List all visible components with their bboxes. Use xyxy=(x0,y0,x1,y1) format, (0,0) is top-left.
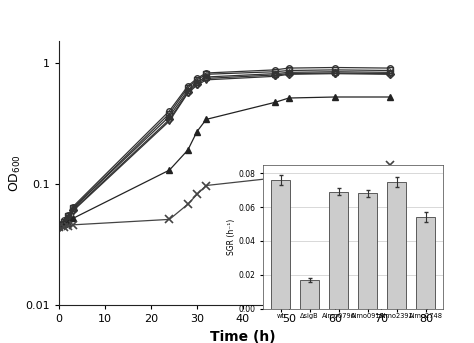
Bar xyxy=(358,193,377,309)
Bar xyxy=(416,217,435,309)
Bar xyxy=(271,180,290,309)
Bar xyxy=(300,280,319,309)
X-axis label: Time (h): Time (h) xyxy=(210,330,276,343)
Bar xyxy=(387,181,406,309)
Y-axis label: SGR (h⁻¹): SGR (h⁻¹) xyxy=(227,218,236,255)
Bar xyxy=(329,192,348,309)
Y-axis label: OD$_{600}$: OD$_{600}$ xyxy=(8,154,23,192)
